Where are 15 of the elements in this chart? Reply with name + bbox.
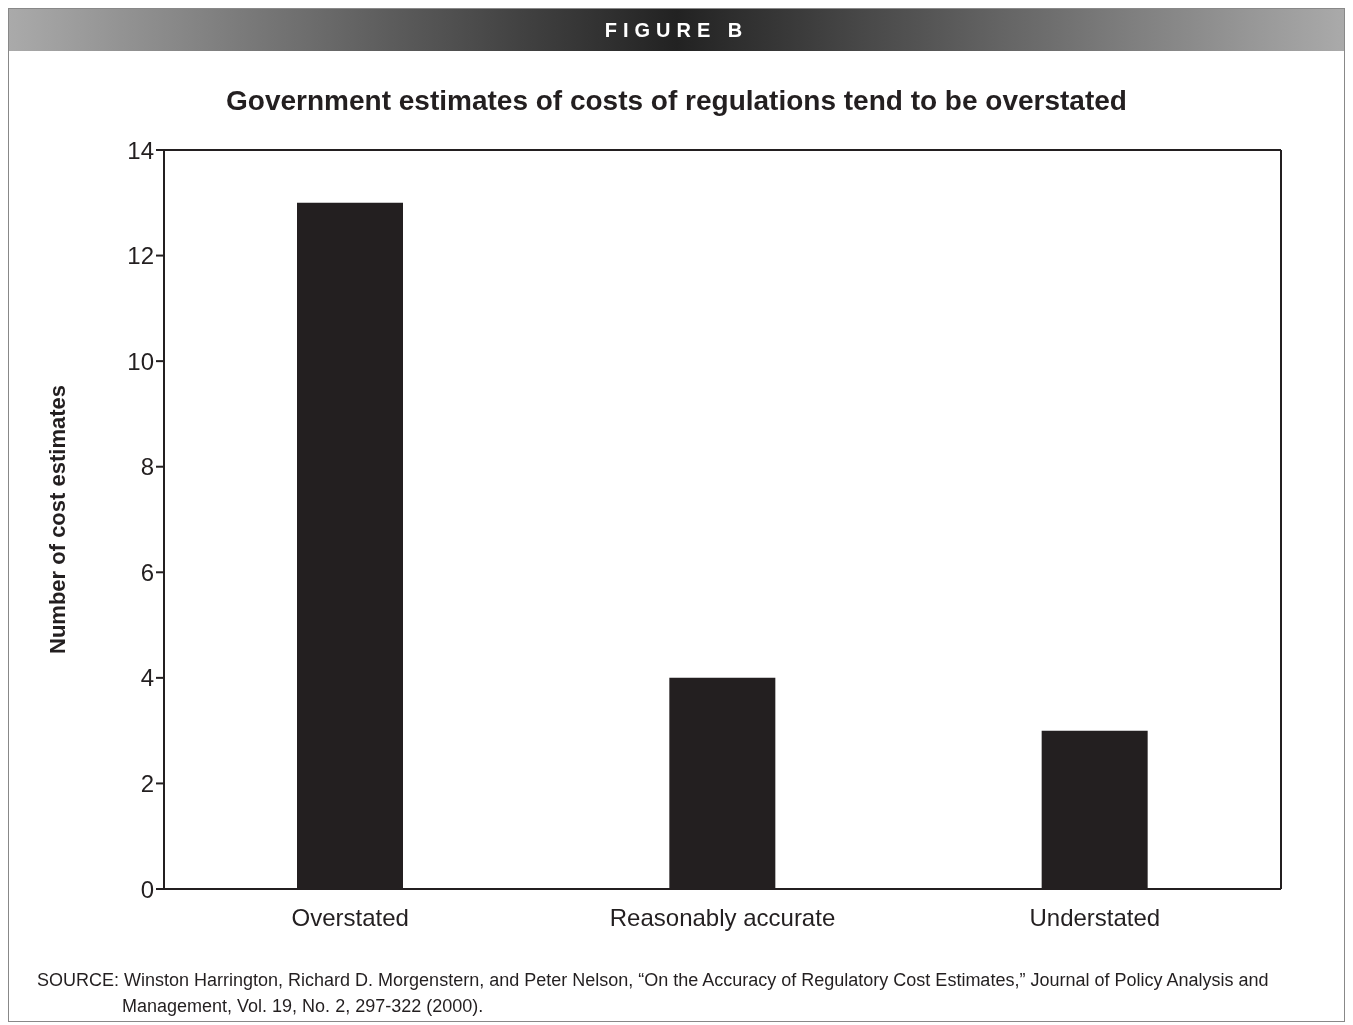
chart-subtitle: Government estimates of costs of regulations tend to be overstated: [225, 85, 1128, 117]
y-tick-label: 0: [140, 875, 154, 903]
y-tick-label: 8: [140, 453, 154, 481]
y-tick-label: 12: [127, 242, 154, 270]
x-tick-label: Reasonably accurate: [609, 904, 836, 932]
y-tick-label: 14: [127, 136, 154, 164]
chart-title: FIGURE B: [9, 9, 1344, 51]
source-note: SOURCE: Winston Harrington, Richard D. Morgenstern, and Peter Nelson, “On the Accuracy of Regulatory Cost Estimates,” Journal of Policy Analysis and Management, Vol. 19, No. 2, 297-322 (2000).: [37, 969, 1270, 1018]
x-tick-label: Overstated: [291, 904, 409, 932]
y-axis-title: Number of cost estimates: [44, 385, 70, 654]
x-tick-label: Understated: [1029, 904, 1161, 932]
y-tick-label: 6: [140, 558, 154, 586]
y-tick-label: 2: [140, 769, 154, 797]
y-tick-label: 4: [140, 664, 154, 692]
y-tick-label: 10: [127, 347, 154, 375]
